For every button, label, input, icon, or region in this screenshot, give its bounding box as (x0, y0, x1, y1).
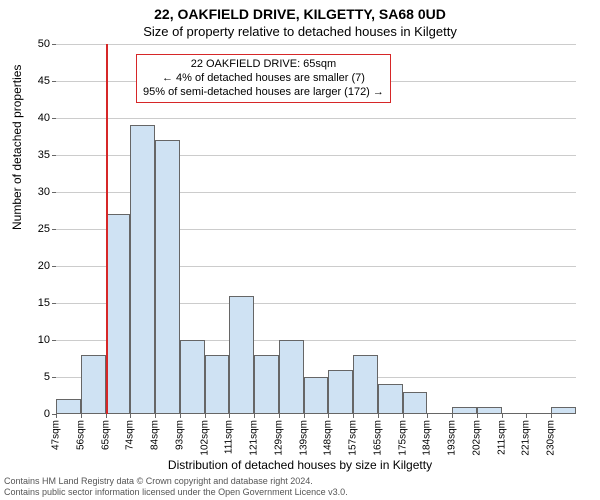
y-tick (52, 118, 56, 119)
y-tick (52, 81, 56, 82)
histogram-bar (477, 407, 502, 414)
x-axis-label: Distribution of detached houses by size … (0, 458, 600, 472)
histogram-bar (403, 392, 428, 414)
x-tick-label: 139sqm (298, 420, 309, 456)
page-title: 22, OAKFIELD DRIVE, KILGETTY, SA68 0UD (0, 0, 600, 22)
x-tick (155, 414, 156, 418)
y-tick (52, 266, 56, 267)
x-tick (56, 414, 57, 418)
x-tick-label: 221sqm (521, 420, 532, 456)
x-tick (81, 414, 82, 418)
x-tick (502, 414, 503, 418)
x-tick-label: 56sqm (75, 420, 86, 450)
x-tick (328, 414, 329, 418)
annotation-box: 22 OAKFIELD DRIVE: 65sqm← 4% of detached… (136, 54, 391, 103)
histogram-bar (205, 355, 230, 414)
x-tick-label: 102sqm (199, 420, 210, 456)
x-tick (106, 414, 107, 418)
x-tick-label: 65sqm (100, 420, 111, 450)
y-tick-label: 10 (20, 334, 50, 346)
x-tick-label: 202sqm (471, 420, 482, 456)
footer-line: Contains public sector information licen… (4, 487, 348, 498)
x-tick (477, 414, 478, 418)
x-tick-label: 121sqm (249, 420, 260, 456)
histogram-bar (304, 377, 329, 414)
histogram-bar (130, 125, 155, 414)
y-tick-label: 30 (20, 186, 50, 198)
x-tick-label: 175sqm (397, 420, 408, 456)
y-tick (52, 44, 56, 45)
x-tick-label: 148sqm (323, 420, 334, 456)
x-tick-label: 129sqm (273, 420, 284, 456)
histogram-bar (155, 140, 180, 414)
x-tick-label: 165sqm (372, 420, 383, 456)
x-tick (452, 414, 453, 418)
plot-area: 0510152025303540455047sqm56sqm65sqm74sqm… (56, 44, 576, 414)
x-tick (130, 414, 131, 418)
x-tick-label: 47sqm (51, 420, 62, 450)
y-tick-label: 35 (20, 149, 50, 161)
y-tick-label: 50 (20, 38, 50, 50)
histogram-bar (106, 214, 131, 414)
x-tick (205, 414, 206, 418)
x-tick (378, 414, 379, 418)
x-tick (229, 414, 230, 418)
y-tick-label: 40 (20, 112, 50, 124)
x-tick (279, 414, 280, 418)
x-tick-label: 184sqm (422, 420, 433, 456)
histogram-bar (180, 340, 205, 414)
x-tick-label: 111sqm (224, 420, 235, 454)
x-tick-label: 193sqm (447, 420, 458, 456)
x-tick-label: 157sqm (348, 420, 359, 456)
histogram-bar (254, 355, 279, 414)
x-tick-label: 93sqm (174, 420, 185, 450)
x-tick (304, 414, 305, 418)
y-tick (52, 340, 56, 341)
annotation-line: 95% of semi-detached houses are larger (… (143, 86, 384, 100)
y-tick (52, 377, 56, 378)
y-tick (52, 229, 56, 230)
x-tick (180, 414, 181, 418)
histogram-bar (353, 355, 378, 414)
y-tick (52, 192, 56, 193)
histogram-bar (452, 407, 477, 414)
annotation-line: ← 4% of detached houses are smaller (7) (143, 72, 384, 86)
x-tick (254, 414, 255, 418)
histogram-bar (378, 384, 403, 414)
y-axis-label: Number of detached properties (10, 65, 24, 230)
y-tick-label: 45 (20, 75, 50, 87)
y-tick-label: 25 (20, 223, 50, 235)
histogram-bar (56, 399, 81, 414)
annotation-line: 22 OAKFIELD DRIVE: 65sqm (143, 58, 384, 72)
x-tick (403, 414, 404, 418)
x-tick-label: 211sqm (496, 420, 507, 455)
histogram-bar (279, 340, 304, 414)
x-tick-label: 84sqm (150, 420, 161, 450)
x-tick-label: 230sqm (546, 420, 557, 456)
reference-line (106, 44, 108, 414)
y-tick-label: 15 (20, 297, 50, 309)
y-tick-label: 20 (20, 260, 50, 272)
histogram-bar (328, 370, 353, 414)
footer-line: Contains HM Land Registry data © Crown c… (4, 476, 348, 487)
x-tick (551, 414, 552, 418)
x-tick-label: 74sqm (125, 420, 136, 450)
x-tick (427, 414, 428, 418)
gridline (56, 118, 576, 119)
histogram-bar (229, 296, 254, 414)
x-tick (353, 414, 354, 418)
footer-attribution: Contains HM Land Registry data © Crown c… (4, 476, 348, 498)
page-subtitle: Size of property relative to detached ho… (0, 22, 600, 39)
x-tick (526, 414, 527, 418)
y-tick (52, 155, 56, 156)
histogram-bar (551, 407, 576, 414)
gridline (56, 44, 576, 45)
y-tick-label: 5 (20, 371, 50, 383)
chart-area: 0510152025303540455047sqm56sqm65sqm74sqm… (56, 44, 576, 414)
y-tick-label: 0 (20, 408, 50, 420)
histogram-bar (81, 355, 106, 414)
y-tick (52, 303, 56, 304)
